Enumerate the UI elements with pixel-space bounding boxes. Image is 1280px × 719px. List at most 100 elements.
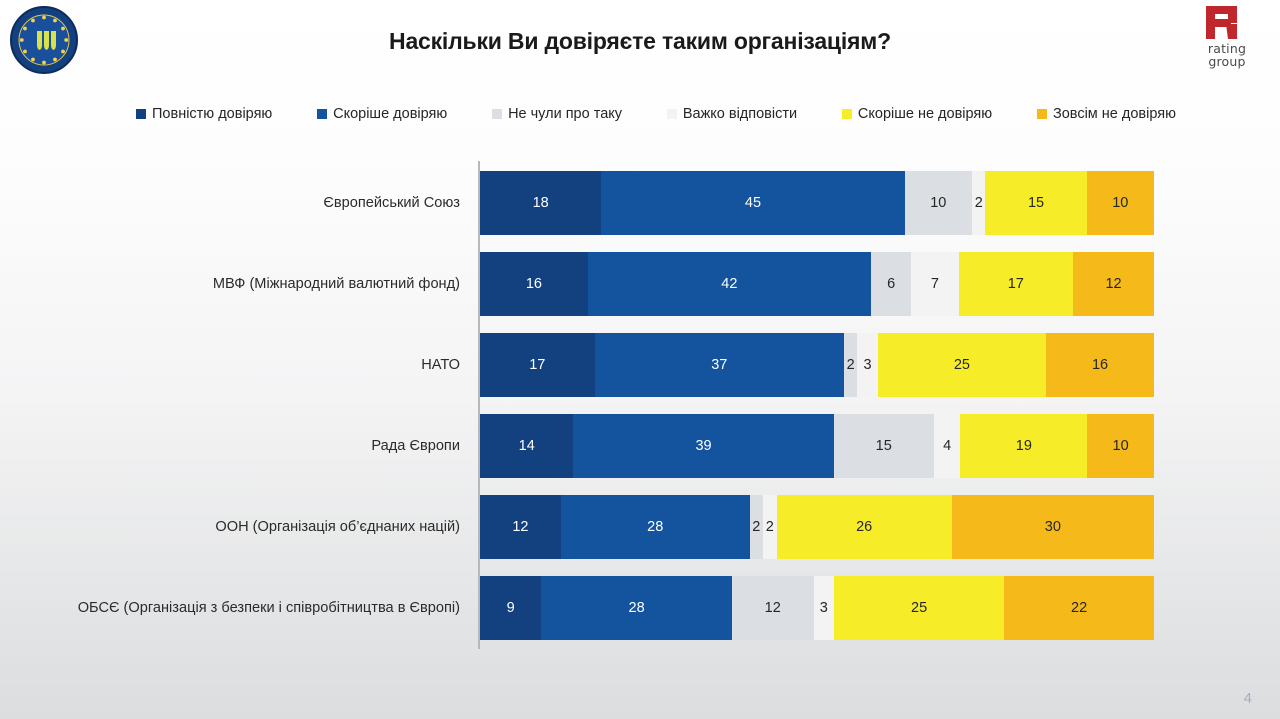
bar-segment[interactable]: 25: [877, 333, 1047, 397]
rating-group-logo: rating group: [1184, 2, 1270, 76]
bar-segment-value: 16: [1091, 357, 1109, 373]
bar-segment-value: 28: [628, 600, 645, 616]
bar-segment[interactable]: 2: [749, 495, 764, 559]
bar-segment-value: 10: [1112, 195, 1129, 211]
bar-segment[interactable]: 37: [594, 333, 844, 397]
stacked-bar: 18 45 10 2 15 10: [480, 171, 1154, 235]
bar-segment[interactable]: 12: [1073, 252, 1154, 316]
bar-segment[interactable]: 28: [541, 576, 732, 640]
bar-segment-value: 18: [532, 195, 549, 211]
bar-segment-value: 7: [930, 276, 939, 292]
bar-segment-value: 25: [953, 357, 970, 373]
bar-segment-value: 17: [1007, 276, 1024, 292]
legend-item[interactable]: Повністю довіряю: [136, 106, 272, 122]
bar-segment[interactable]: 10: [904, 171, 972, 235]
category-label: ООН (Організація об’єднаних націй): [215, 518, 460, 535]
bar-segment[interactable]: 17: [958, 252, 1074, 316]
bar-segment[interactable]: 42: [587, 252, 871, 316]
bar-segment[interactable]: 2: [972, 171, 986, 235]
legend-item[interactable]: Не чули про таку: [492, 106, 622, 122]
bar-segment-value: 2: [752, 519, 761, 535]
bar-segment[interactable]: 17: [480, 333, 595, 397]
bar-segment[interactable]: 2: [763, 495, 777, 559]
legend-swatch-icon: [136, 109, 146, 119]
bar-segment[interactable]: 19: [960, 414, 1088, 478]
legend-label: Не чули про таку: [508, 106, 623, 122]
stacked-bar: 14 39 15 4 19 10: [480, 414, 1154, 478]
bar-segment-value: 30: [1044, 519, 1061, 535]
bar-segment[interactable]: 45: [601, 171, 905, 235]
chart-legend: Повністю довіряю Скоріше довіряю Не чули п…: [136, 106, 1176, 122]
stacked-bar: 16 42 6 7 17 12: [480, 252, 1154, 316]
bar-segment-value: 2: [765, 519, 774, 535]
bar-segment-value: 3: [863, 357, 872, 373]
bar-segment[interactable]: 16: [1046, 333, 1154, 397]
bar-segment-value: 42: [721, 276, 738, 292]
category-axis-line: [478, 161, 480, 649]
bar-segment[interactable]: 2: [843, 333, 858, 397]
legend-item[interactable]: Скоріше довіряю: [317, 106, 447, 122]
chart-row: МВФ (Міжнародний валютний фонд) 16 42 6 7 17 1…: [0, 252, 1280, 316]
bar-segment-value: 19: [1015, 438, 1032, 454]
bar-segment[interactable]: 16: [480, 252, 588, 316]
bar-segment-value: 6: [887, 276, 896, 292]
stacked-bar-chart: Європейський Союз 18 45 10 2 15 10 МВФ (Міжнаро…: [0, 155, 1280, 655]
legend-swatch-icon: [1036, 109, 1047, 119]
bar-segment-value: 12: [512, 519, 529, 535]
bar-segment-value: 2: [974, 195, 983, 211]
bar-segment-value: 22: [1071, 600, 1088, 616]
bar-segment[interactable]: 18: [480, 171, 602, 235]
legend-swatch-icon: [317, 109, 328, 119]
bar-segment-value: 10: [930, 195, 947, 211]
bar-segment[interactable]: 26: [776, 495, 952, 559]
bar-segment[interactable]: 12: [731, 576, 814, 640]
bar-segment-value: 10: [1112, 438, 1129, 454]
rating-logo-line2: group: [1208, 54, 1246, 69]
legend-label: Важко відповісти: [682, 106, 798, 122]
bar-segment[interactable]: 7: [911, 252, 959, 316]
bar-segment[interactable]: 39: [573, 414, 834, 478]
bar-segment[interactable]: 15: [985, 171, 1087, 235]
stacked-bar: 12 28 2 2 26 30: [480, 495, 1154, 559]
bar-segment[interactable]: 12: [480, 495, 561, 559]
page-title: Наскільки Ви довіряєте таким організація…: [389, 28, 891, 54]
bar-segment-value: 15: [875, 438, 892, 454]
bar-segment[interactable]: 3: [857, 333, 878, 397]
bar-segment[interactable]: 14: [480, 414, 574, 478]
bar-segment[interactable]: 30: [951, 495, 1154, 559]
category-label: МВФ (Міжнародний валютний фонд): [212, 275, 460, 292]
stacked-bar: 17 37 2 3 25 16: [480, 333, 1154, 397]
stacked-bar: 9 28 12 3 25 22: [480, 576, 1154, 640]
legend-item[interactable]: Зовсім не довіряю: [1036, 106, 1176, 122]
rating-r-icon: [1206, 6, 1237, 39]
bar-segment[interactable]: 3: [813, 576, 834, 640]
bar-segment-value: 4: [943, 438, 952, 454]
bar-segment[interactable]: 6: [870, 252, 912, 316]
bar-segment-value: 25: [911, 600, 928, 616]
bar-segment-value: 12: [1105, 276, 1122, 292]
bar-segment[interactable]: 28: [560, 495, 750, 559]
chart-row: ООН (Організація об’єднаних націй) 12 28 2 2…: [0, 495, 1280, 559]
category-label: ОБСЄ (Організація з безпеки і співробітн…: [77, 599, 460, 616]
legend-label: Зовсім не довіряю: [1052, 106, 1176, 122]
bar-segment-value: 9: [506, 600, 515, 616]
bar-segment-value: 17: [529, 357, 546, 373]
bar-segment[interactable]: 10: [1086, 171, 1154, 235]
legend-item[interactable]: Скоріше не довіряю: [841, 106, 992, 122]
legend-swatch-icon: [841, 109, 852, 119]
bar-segment[interactable]: 9: [480, 576, 542, 640]
legend-swatch-icon: [492, 109, 503, 119]
bar-segment-value: 45: [744, 195, 762, 211]
bar-segment[interactable]: 15: [833, 414, 934, 478]
page-number: 4: [1243, 690, 1252, 707]
bar-segment[interactable]: 4: [933, 414, 961, 478]
bar-segment-value: 15: [1027, 195, 1045, 211]
category-label: Рада Європи: [371, 437, 460, 454]
bar-segment[interactable]: 25: [834, 576, 1005, 640]
bar-segment[interactable]: 10: [1087, 414, 1154, 478]
chart-row: Рада Європи 14 39 15 4 19 10: [0, 414, 1280, 478]
bar-segment[interactable]: 22: [1004, 576, 1154, 640]
legend-item[interactable]: Важко відповісти: [666, 106, 798, 122]
bar-segment-value: 14: [518, 438, 535, 454]
bar-segment-value: 3: [819, 600, 828, 616]
